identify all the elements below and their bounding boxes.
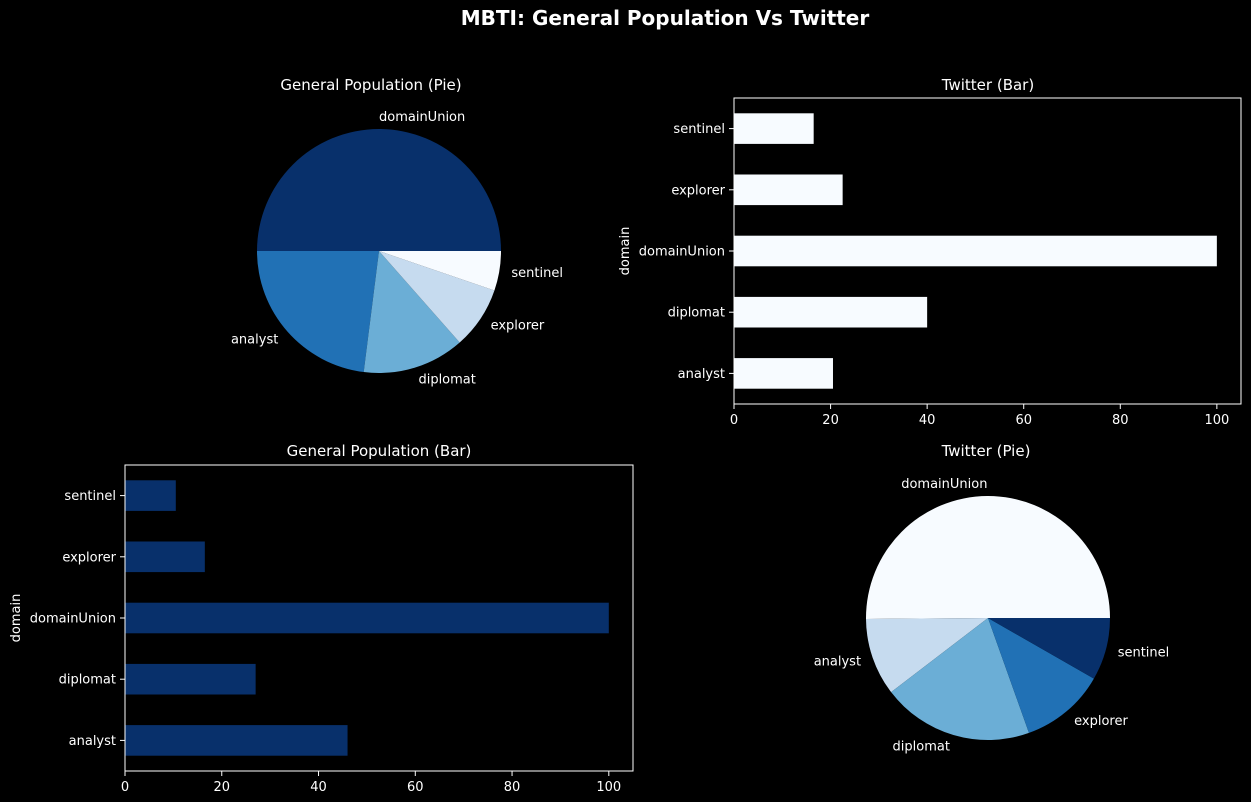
bar-sentinel bbox=[734, 113, 814, 144]
x-tick-label: 100 bbox=[1204, 413, 1229, 428]
chart-title: Twitter (Bar) bbox=[941, 76, 1034, 94]
y-tick-label-explorer: explorer bbox=[671, 183, 725, 198]
pie-slice-sentinel bbox=[988, 618, 1110, 679]
pie-label-explorer: explorer bbox=[1074, 714, 1128, 729]
pie-label-analyst: analyst bbox=[231, 333, 278, 348]
x-tick-label: 20 bbox=[822, 413, 839, 428]
pie-slice-domain-union bbox=[257, 129, 501, 251]
x-tick-label: 100 bbox=[596, 780, 621, 795]
x-tick-label: 20 bbox=[213, 780, 230, 795]
y-tick-label-sentinel: sentinel bbox=[673, 122, 725, 137]
pie-slice-sentinel bbox=[379, 251, 501, 291]
general-population-pie-chart: General Population (Pie) domainUnion anal… bbox=[231, 76, 563, 387]
pie-slice-explorer bbox=[988, 618, 1094, 733]
general-population-bar-chart: General Population (Bar) domain analyst d… bbox=[9, 442, 634, 795]
y-tick-label-diplomat: diplomat bbox=[59, 673, 116, 688]
pie-label-analyst: analyst bbox=[814, 655, 861, 670]
x-tick-label: 0 bbox=[730, 413, 738, 428]
chart-title: General Population (Pie) bbox=[280, 76, 461, 94]
pie-label-sentinel: sentinel bbox=[1118, 645, 1170, 660]
bar-explorer bbox=[125, 541, 205, 573]
suptitle: MBTI: General Population Vs Twitter bbox=[461, 6, 870, 30]
axes-frame bbox=[733, 97, 1242, 405]
pie-label-diplomat: diplomat bbox=[893, 740, 950, 755]
y-axis-label: domain bbox=[618, 227, 633, 276]
twitter-pie-chart: Twitter (Pie) domainUnion analyst diplomat… bbox=[814, 442, 1170, 755]
bar-diplomat bbox=[734, 296, 928, 328]
chart-title: General Population (Bar) bbox=[287, 442, 472, 460]
pie-slice-diplomat bbox=[363, 251, 460, 373]
pie-slice-analyst bbox=[866, 618, 988, 693]
pie-label-diplomat: diplomat bbox=[418, 372, 475, 387]
pie-slice-domain-union bbox=[866, 495, 1110, 619]
x-tick-label: 60 bbox=[407, 780, 424, 795]
axes-frame bbox=[124, 464, 634, 772]
chart-title: Twitter (Pie) bbox=[941, 442, 1031, 460]
pie-label-sentinel: sentinel bbox=[511, 266, 563, 281]
bar-sentinel bbox=[125, 480, 176, 511]
pie-label-domain-union: domainUnion bbox=[379, 110, 465, 125]
y-axis-label: domain bbox=[9, 594, 24, 643]
pie-label-explorer: explorer bbox=[491, 319, 545, 334]
pie-slice-explorer bbox=[379, 251, 495, 343]
bar-explorer bbox=[734, 174, 843, 206]
x-tick-label: 80 bbox=[1112, 413, 1129, 428]
bar-diplomat bbox=[125, 663, 256, 695]
y-tick-label-explorer: explorer bbox=[62, 550, 116, 565]
twitter-bar-chart: Twitter (Bar) domain analyst diplomat doma… bbox=[618, 76, 1242, 428]
y-tick-label-domain-union: domainUnion bbox=[639, 245, 725, 260]
bar-analyst bbox=[125, 725, 348, 756]
x-tick-label: 60 bbox=[1015, 413, 1032, 428]
x-tick-label: 0 bbox=[121, 780, 129, 795]
pie-slice-analyst bbox=[257, 251, 379, 373]
y-tick-label-domain-union: domainUnion bbox=[30, 612, 116, 627]
bar-domain-union bbox=[734, 235, 1217, 267]
y-tick-label-sentinel: sentinel bbox=[64, 489, 116, 504]
pie-slice-diplomat bbox=[891, 618, 1029, 740]
bar-domain-union bbox=[125, 602, 609, 634]
pie-label-domain-union: domainUnion bbox=[901, 477, 987, 492]
y-tick-label-analyst: analyst bbox=[69, 734, 116, 749]
x-tick-label: 80 bbox=[504, 780, 521, 795]
y-tick-label-diplomat: diplomat bbox=[668, 306, 725, 321]
bar-analyst bbox=[734, 358, 833, 389]
y-tick-label-analyst: analyst bbox=[678, 367, 725, 382]
x-tick-label: 40 bbox=[310, 780, 327, 795]
x-tick-label: 40 bbox=[919, 413, 936, 428]
